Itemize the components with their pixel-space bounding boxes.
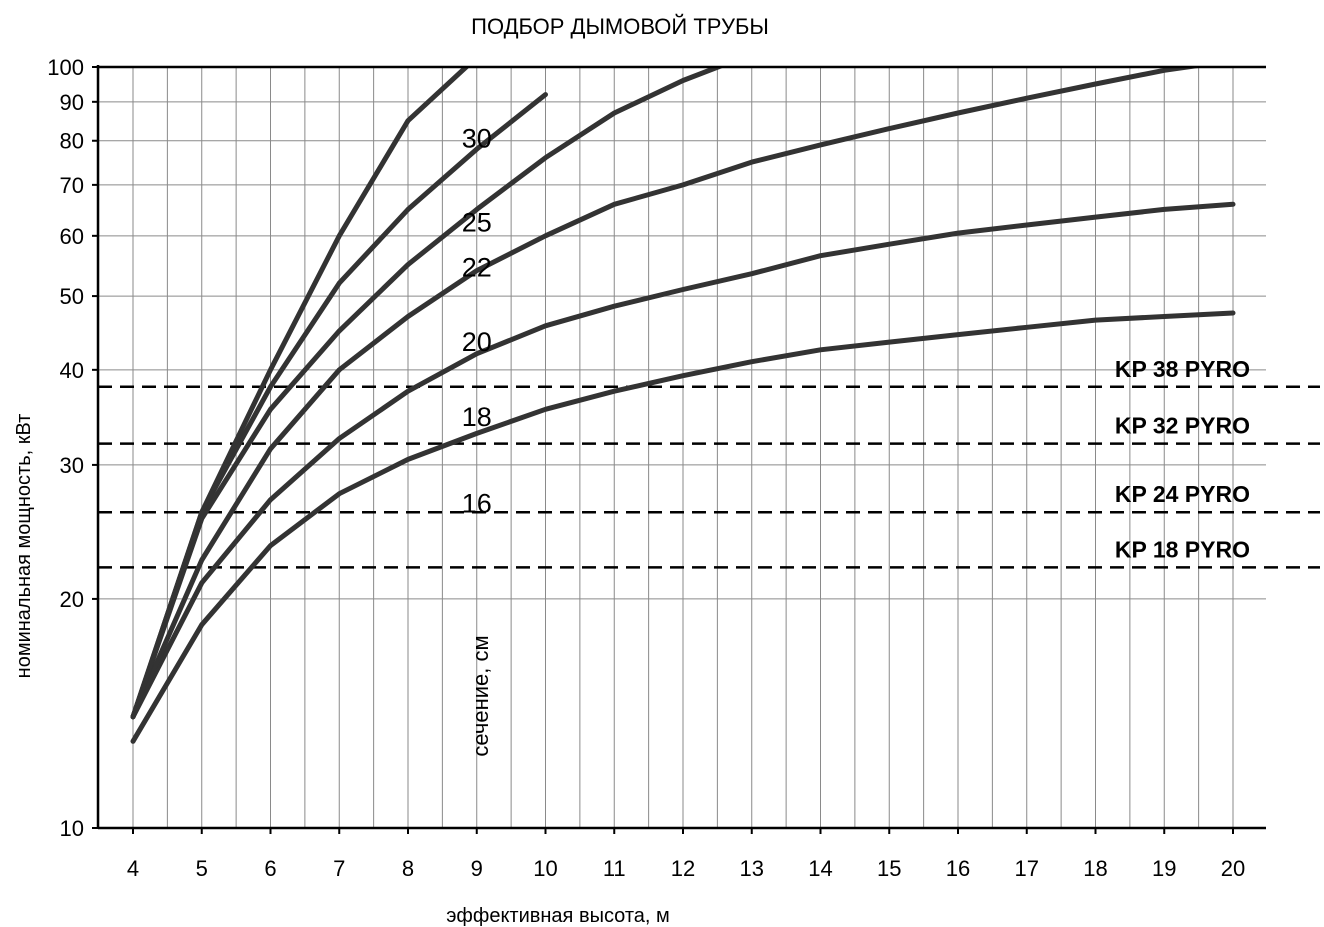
x-tick-label: 4 [127, 856, 139, 881]
x-tick-label: 13 [740, 856, 764, 881]
y-tick-label: 30 [60, 453, 84, 478]
axes: 100 90 80 70 60 50 40 30 20 10 4 5 6 7 8 9 10 11 12 13 14 15 1… [47, 55, 1266, 881]
x-tick-label: 17 [1015, 856, 1039, 881]
labels: 30 25 22 20 18 16 [462, 124, 492, 519]
y-tick-label: 10 [60, 816, 84, 841]
series-label-22: 22 [462, 253, 492, 283]
chart-title: ПОДБОР ДЫМОВОЙ ТРУБЫ [471, 14, 769, 39]
y-tick-label: 60 [60, 224, 84, 249]
y-tick-label: 90 [60, 90, 84, 115]
y-tick-label: 20 [60, 587, 84, 612]
x-tick-label: 16 [946, 856, 970, 881]
section-annotation: сечение, см [468, 635, 493, 756]
x-tick-label: 8 [402, 856, 414, 881]
series-line-16 [130, 310, 1236, 744]
y-tick-label: 40 [60, 358, 84, 383]
x-tick-label: 12 [671, 856, 695, 881]
series-label-30: 30 [462, 124, 492, 154]
series-line-18 [130, 201, 1236, 720]
series-label-25: 25 [462, 207, 492, 237]
series-line-30 [130, 67, 470, 720]
reference-line-label: KP 32 PYRO [1115, 413, 1250, 439]
y-tick-label: 50 [60, 284, 84, 309]
series-label-20: 20 [462, 327, 492, 357]
series-label-16: 16 [462, 488, 492, 518]
x-tick-label: 10 [533, 856, 557, 881]
x-tick-label: 20 [1221, 856, 1245, 881]
series-line-20 [130, 67, 1206, 720]
x-tick-label: 19 [1152, 856, 1176, 881]
y-axis-label: номинальная мощность, кВт [13, 414, 35, 679]
x-tick-label: 18 [1083, 856, 1107, 881]
x-tick-label: 5 [196, 856, 208, 881]
x-tick-label: 14 [808, 856, 832, 881]
x-tick-label: 11 [603, 856, 626, 881]
series-lines [130, 67, 1236, 744]
x-axis-label: эффективная высота, м [446, 905, 670, 927]
y-tick-label: 100 [47, 55, 84, 80]
series-line-22 [130, 67, 726, 720]
x-tick-label: 7 [333, 856, 345, 881]
grid [98, 66, 1266, 829]
x-tick-label: 6 [264, 856, 276, 881]
x-tick-label: 15 [877, 856, 901, 881]
reference-line-label: KP 24 PYRO [1115, 481, 1250, 507]
reference-lines: KP 38 PYRO KP 32 PYRO KP 24 PYRO KP 18 PYRO [98, 356, 1320, 569]
y-tick-label: 80 [60, 129, 84, 154]
x-tick-label: 9 [471, 856, 483, 881]
series-label-18: 18 [462, 402, 492, 432]
y-tick-label: 70 [60, 173, 84, 198]
reference-line-label: KP 18 PYRO [1115, 536, 1250, 562]
reference-line-label: KP 38 PYRO [1115, 356, 1250, 382]
